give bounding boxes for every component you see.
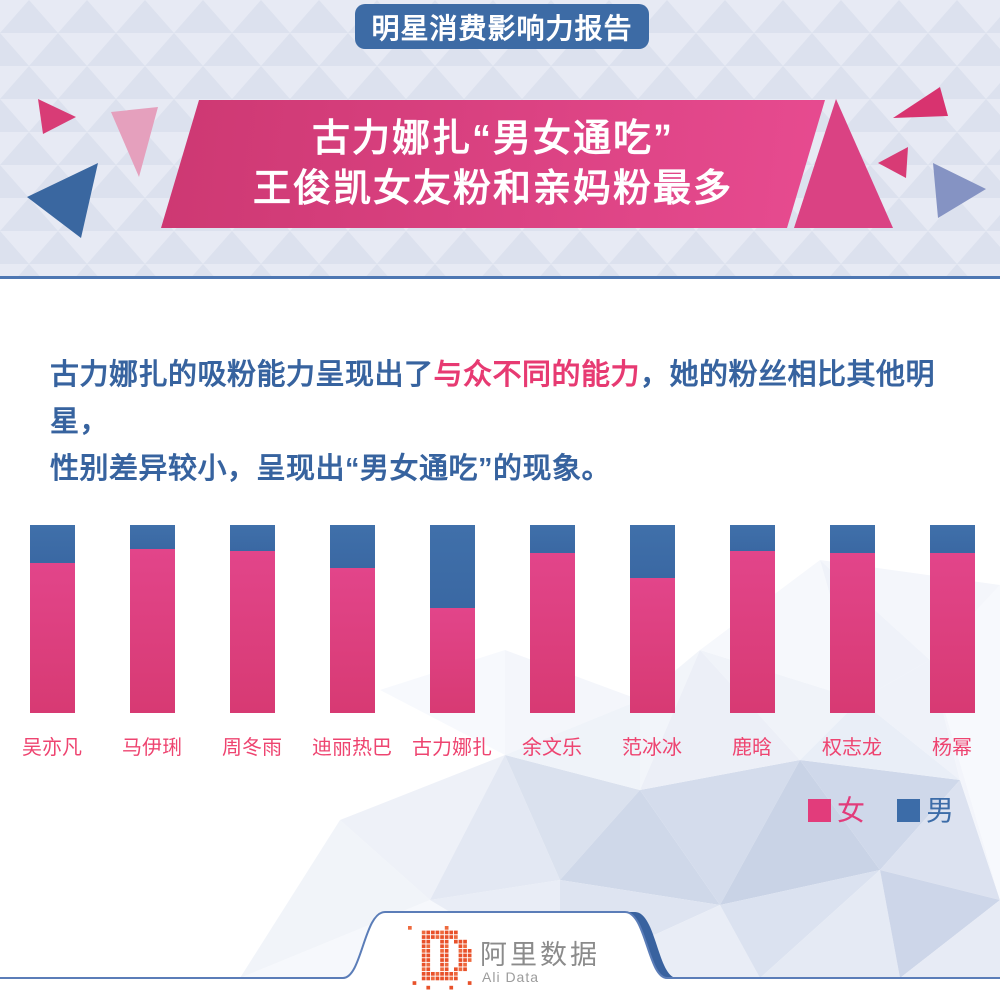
decor-triangle-bluegray-right-icon [933, 163, 986, 218]
intro-text-1: 古力娜扎的吸粉能力呈现出了 [50, 359, 434, 391]
bar-segment-female [730, 551, 775, 713]
bar-segment-male [230, 525, 275, 552]
bar-label: 范冰冰 [622, 737, 682, 759]
bar-label: 古力娜扎 [412, 737, 492, 759]
decor-triangle-pink-small-right-icon [878, 147, 908, 178]
bar-segment-female [230, 551, 275, 713]
report-badge-text: 明星消费影响力报告 [371, 12, 633, 44]
bar-segment-female [930, 553, 975, 713]
bar-segment-female [330, 568, 375, 713]
bar-label: 鹿晗 [732, 737, 772, 759]
bar-segment-male [530, 525, 575, 554]
fans-gender-chart [0, 525, 1000, 713]
footer-curve-wedge [625, 912, 677, 978]
bar-segment-male [630, 525, 675, 578]
intro-text-2: ，她的粉丝相比其他明星， [50, 359, 936, 438]
intro-highlight: 与众不同的能力 [433, 359, 641, 391]
bar-segment-female [630, 577, 675, 713]
legend-swatch [808, 799, 831, 822]
intro-text-3: 性别差异较小，呈现出“男女通吃”的现象。 [50, 453, 612, 485]
bar-segment-male [430, 525, 475, 608]
legend-item: 男 [897, 795, 955, 826]
bar-segment-female [430, 607, 475, 713]
report-badge: 明星消费影响力报告 [355, 4, 649, 49]
legend-label: 男 [926, 795, 955, 826]
chart-bar [130, 525, 175, 713]
decor-triangle-blue-left-icon [27, 163, 98, 238]
chart-labels: 吴亦凡 马伊琍 周冬雨 迪丽热巴 古力娜扎 余文乐 范冰冰 鹿晗 权志龙 杨幂 [0, 731, 1000, 761]
bar-segment-male [330, 525, 375, 569]
chart-bar [830, 525, 875, 713]
chart-bar [630, 525, 675, 713]
bar-label: 周冬雨 [222, 737, 282, 759]
footer-divider [0, 911, 1000, 1001]
bar-segment-female [530, 553, 575, 713]
chart-legend: 女男 [808, 795, 955, 826]
title-banner: 古力娜扎“男女通吃” 王俊凯女友粉和亲妈粉最多 [161, 100, 825, 228]
bar-label: 吴亦凡 [22, 737, 82, 759]
footer-divider-line [0, 911, 1000, 979]
decor-triangle-pink-big-right-icon [794, 99, 893, 228]
bar-segment-female [830, 553, 875, 713]
decor-triangle-lightpink-left-icon [111, 107, 158, 177]
alidata-logo-icon [408, 926, 472, 990]
legend-label: 女 [837, 795, 866, 826]
bar-segment-female [30, 562, 75, 713]
bar-label: 权志龙 [822, 737, 882, 759]
legend-swatch [897, 799, 921, 822]
chart-bar [430, 525, 475, 713]
chart-bar [730, 525, 775, 713]
header-section: 明星消费影响力报告 古力娜扎“男女通吃” 王俊凯女友粉和亲妈粉最多 [0, 0, 1000, 279]
decor-triangle-pink-top-right-icon [893, 87, 948, 118]
chart-bar [930, 525, 975, 713]
bar-segment-male [30, 525, 75, 563]
bar-segment-male [830, 525, 875, 554]
title-line-2: 王俊凯女友粉和亲妈粉最多 [252, 168, 733, 210]
brand-name-en: Ali Data [482, 969, 540, 985]
bar-label: 杨幂 [932, 737, 972, 759]
bar-segment-male [730, 525, 775, 552]
bar-label: 马伊琍 [122, 737, 182, 759]
bar-segment-female [130, 549, 175, 713]
intro-paragraph: 古力娜扎的吸粉能力呈现出了与众不同的能力，她的粉丝相比其他明星， 性别差异较小，呈… [50, 352, 965, 493]
chart-bar [230, 525, 275, 713]
brand-name-cn: 阿里数据 [480, 940, 600, 970]
title-line-1: 古力娜扎“男女通吃” [311, 117, 674, 160]
chart-bar [30, 525, 75, 713]
bar-segment-male [930, 525, 975, 554]
chart-bar [530, 525, 575, 713]
decor-triangle-pink-small-left-icon [38, 99, 76, 134]
legend-item: 女 [808, 795, 866, 826]
bar-segment-male [130, 525, 175, 550]
chart-bar [330, 525, 375, 713]
bar-label: 迪丽热巴 [312, 737, 392, 759]
bar-label: 余文乐 [522, 737, 582, 759]
